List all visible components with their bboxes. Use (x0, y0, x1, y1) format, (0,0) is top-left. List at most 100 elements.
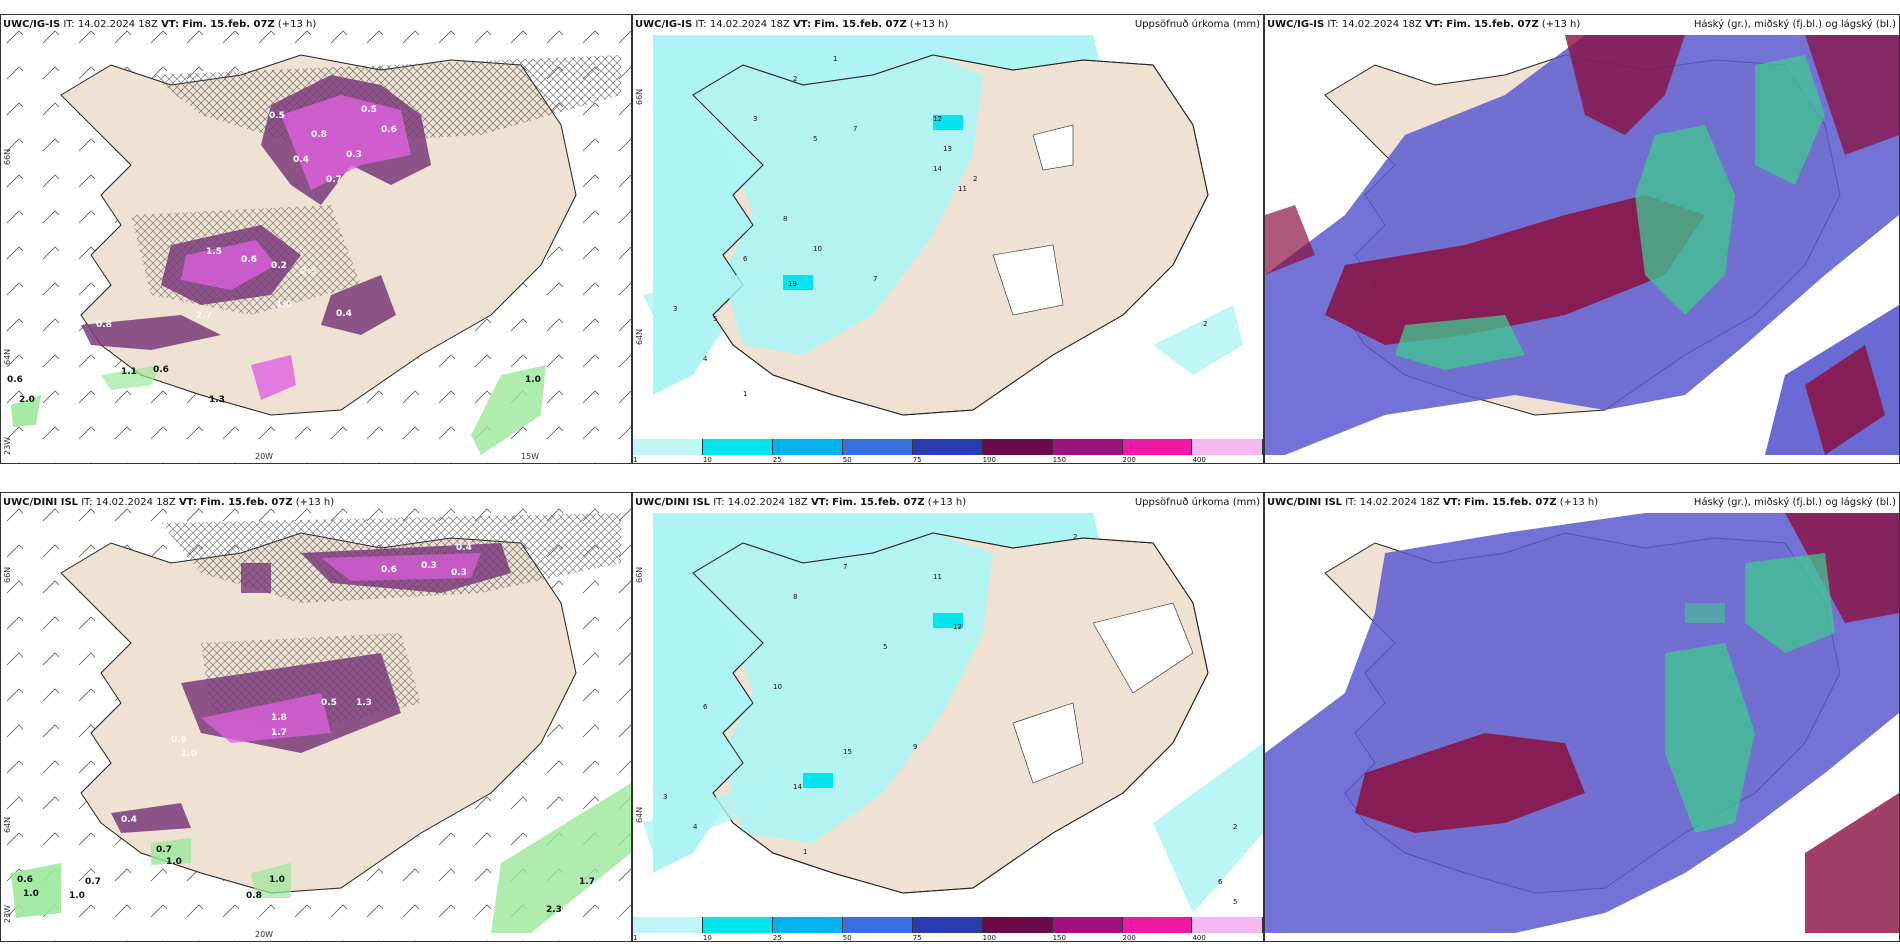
snow-value-label: 0.6 (7, 375, 23, 385)
lat-label: 66N (3, 148, 12, 165)
precip-value: 6 (1218, 878, 1223, 886)
snow-value-label: 1.7 (579, 877, 595, 887)
colorbar-tick: 400 (1192, 934, 1206, 942)
precip-value: 2 (1233, 823, 1238, 831)
snow-value-label: 1.0 (269, 875, 285, 885)
precip-value: 8 (783, 215, 788, 223)
snow-value-label: 0.6 (381, 125, 397, 135)
lon-label: 23W (3, 904, 12, 923)
precip-value: 3 (673, 305, 678, 313)
cloud-map-graphic-row2 (1265, 493, 1899, 941)
vt-value: Fim. 15.feb. 07Z (1464, 497, 1557, 508)
panel-header: UWC/IG-IS IT: 14.02.2024 18Z VT: Fim. 15… (1267, 19, 1580, 30)
lat-label: 66N (635, 566, 644, 583)
snow-value-label: 0.4 (121, 815, 137, 825)
snow-value-label: 2.7 (196, 311, 212, 321)
precip-map-graphic-row1 (643, 35, 1243, 416)
precip-value: 12 (953, 623, 962, 631)
snow-value-label: 0.3 (346, 150, 362, 160)
map-title: Uppsöfnuð úrkoma (mm) (1134, 19, 1260, 30)
precip-value: 13 (943, 145, 952, 153)
colorbar-segment (912, 917, 983, 933)
lat-label: 64N (635, 328, 644, 345)
precip-value: 11 (933, 573, 942, 581)
it-value: 14.02.2024 18Z (77, 19, 158, 30)
it-label: IT: (695, 19, 707, 30)
snow-value-label: 0.7 (326, 175, 342, 185)
vt-value: Fim. 15.feb. 07Z (182, 19, 275, 30)
colorbar-tick: 200 (1122, 456, 1136, 464)
precip-value: 9 (913, 743, 918, 751)
snow-value-label: 0.5 (321, 698, 337, 708)
lat-label: 66N (3, 566, 12, 583)
colorbar-tick: 10 (702, 456, 712, 464)
panel-header: UWC/DINI ISL IT: 14.02.2024 18Z VT: Fim.… (1267, 497, 1598, 508)
colorbar-segment (982, 917, 1053, 933)
panel-header: UWC/DINI ISL IT: 14.02.2024 18Z VT: Fim.… (635, 497, 966, 508)
precip-value: 15 (843, 748, 852, 756)
precip-value: 6 (703, 703, 708, 711)
colorbar-tick: 50 (842, 456, 852, 464)
snow-value-label: 1.1 (121, 367, 137, 377)
it-value: 14.02.2024 18Z (1341, 19, 1422, 30)
precip-colorbar: 1 10 25 50 75 100 150 200 400 (633, 439, 1263, 463)
model-name: UWC/IG-IS (3, 19, 61, 30)
precip-value: 6 (743, 255, 748, 263)
precip-value: 5 (883, 643, 888, 651)
colorbar-segment (842, 439, 913, 455)
model-name: UWC/IG-IS (635, 19, 693, 30)
precip-value: 2 (793, 75, 798, 83)
colorbar-tick: 25 (772, 934, 782, 942)
colorbar-tick: 150 (1052, 934, 1066, 942)
vt-value: Fim. 15.feb. 07Z (200, 497, 293, 508)
colorbar-tick: 10 (702, 934, 712, 942)
snow-value-label: 0.2 (271, 261, 287, 271)
colorbar-segment (772, 439, 843, 455)
model-name: UWC/DINI ISL (3, 497, 79, 508)
cloud-map-row2: UWC/DINI ISL IT: 14.02.2024 18Z VT: Fim.… (1264, 492, 1900, 942)
lead-time: (+13 h) (927, 497, 967, 508)
snow-value-label: 0.7 (156, 845, 172, 855)
precip-value: 8 (793, 593, 798, 601)
snow-value-label: 0.3 (451, 568, 467, 578)
vt-label: VT: (810, 497, 829, 508)
panel-header: UWC/IG-IS IT: 14.02.2024 18Z VT: Fim. 15… (3, 19, 316, 30)
snow-value-label: 1.0 (276, 300, 292, 310)
precip-colorbar: 1 10 25 50 75 100 150 200 400 (633, 917, 1263, 941)
snow-value-label: 1.3 (209, 395, 225, 405)
colorbar-segment (982, 439, 1053, 455)
snow-wind-map-row1: UWC/IG-IS IT: 14.02.2024 18Z VT: Fim. 15… (0, 14, 632, 464)
it-value: 14.02.2024 18Z (1359, 497, 1440, 508)
snow-value-label: 0.5 (361, 105, 377, 115)
snow-value-label: 0.4 (456, 543, 472, 553)
lead-time: (+13 h) (1541, 19, 1581, 30)
model-name: UWC/IG-IS (1267, 19, 1325, 30)
precip-value: 1 (743, 390, 748, 398)
snow-value-label: 1.3 (356, 698, 372, 708)
vt-value: Fim. 15.feb. 07Z (1446, 19, 1539, 30)
precip-value: 10 (813, 245, 822, 253)
snow-value-label: 0.6 (17, 875, 33, 885)
vt-label: VT: (178, 497, 197, 508)
precip-value: 4 (703, 355, 708, 363)
colorbar-tick: 50 (842, 934, 852, 942)
snow-value-label: 1.8 (271, 713, 287, 723)
precip-value: 7 (853, 125, 858, 133)
colorbar-segment (1192, 917, 1263, 933)
colorbar-segment (633, 917, 703, 933)
precip-map-graphic-row2 (643, 513, 1263, 913)
lon-label: 15W (521, 452, 540, 461)
snow-value-label: 0.6 (241, 255, 257, 265)
lon-label: 20W (255, 930, 274, 939)
precip-map-row1: UWC/IG-IS IT: 14.02.2024 18Z VT: Fim. 15… (632, 14, 1264, 464)
precip-value: 3 (663, 793, 668, 801)
map-title: Uppsöfnuð úrkoma (mm) (1134, 497, 1260, 508)
snow-value-label: 0.6 (171, 735, 187, 745)
it-value: 14.02.2024 18Z (709, 19, 790, 30)
colorbar-segment (702, 439, 773, 455)
colorbar-tick: 100 (982, 934, 997, 942)
colorbar-segment (633, 439, 703, 455)
colorbar-tick: 1 (633, 456, 638, 464)
precip-value: 12 (933, 115, 942, 123)
colorbar-tick: 150 (1052, 456, 1066, 464)
